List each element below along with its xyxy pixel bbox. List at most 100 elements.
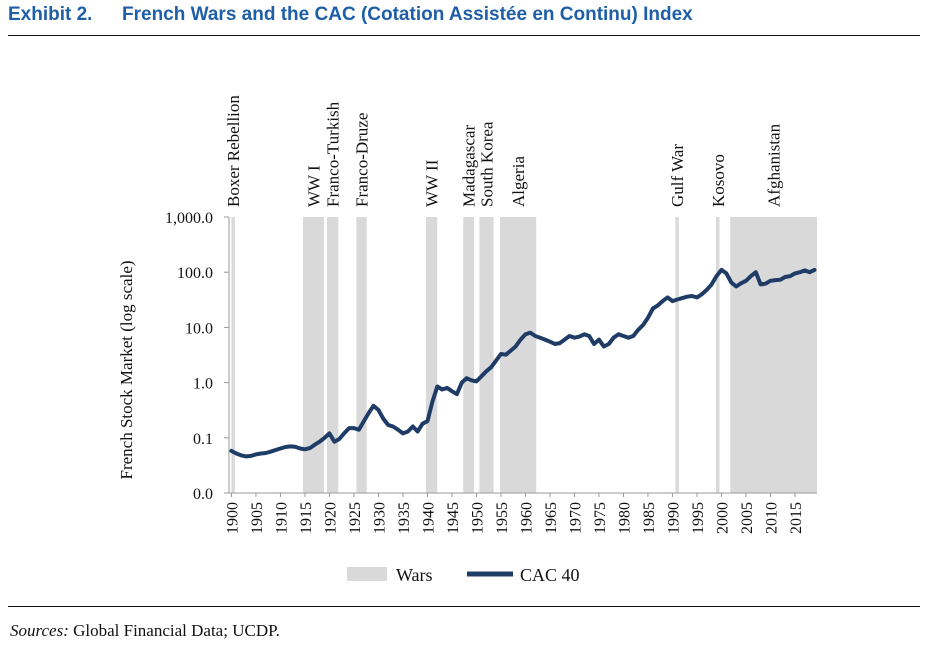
x-tick-label-3: 1915 [298,502,315,534]
cac-point-12 [288,444,292,448]
war-labels-layer: Boxer Rebellion WW I Franco-Turkish Franco-… [224,95,783,207]
cac-point-54 [494,359,498,363]
war-band-0 [231,217,235,493]
cac-point-13 [293,445,297,449]
cac-point-44 [445,386,449,390]
war-band-10 [730,217,817,493]
exhibit-label: Exhibit 2. [8,4,93,25]
cac-point-64 [543,338,547,342]
cac-point-102 [729,281,733,285]
cac-point-76 [602,345,606,349]
cac-point-105 [744,279,748,283]
cac-point-49 [470,378,474,382]
y-tick-label-5: 1,000.0 [165,210,213,227]
cac-point-38 [416,430,420,434]
cac-point-7 [264,451,268,455]
cac-point-10 [278,446,282,450]
x-tick-label-10: 1950 [469,502,486,534]
x-tick-label-4: 1920 [322,502,339,534]
cac-point-100 [719,268,723,272]
x-tick-label-16: 1980 [616,502,633,534]
x-tick-label-19: 1995 [690,502,707,534]
bottom-rule [8,606,920,607]
cac-point-75 [597,338,601,342]
war-label-10: Afghanistan [765,123,784,207]
sources-text: Global Financial Data; UCDP. [68,621,280,640]
war-label-4: WW II [423,159,442,207]
cac-point-69 [568,334,572,338]
cac-point-41 [430,400,434,404]
cac-point-8 [269,450,273,454]
x-tick-label-18: 1990 [665,502,682,534]
y-tick-label-1: 0.1 [193,431,213,448]
cac-point-39 [421,422,425,426]
cac-point-86 [651,306,655,310]
legend-cac-label: CAC 40 [520,565,580,585]
cac-point-53 [489,365,493,369]
x-tick-label-8: 1940 [420,502,437,534]
cac-point-80 [621,334,625,338]
cac-point-2 [239,453,243,457]
war-label-8: Gulf War [668,144,687,207]
cac-point-62 [533,334,537,338]
cac-point-111 [773,278,777,282]
cac-point-88 [661,299,665,303]
cac-point-78 [612,336,616,340]
legend-wars-swatch [347,567,387,581]
cac-point-9 [274,448,278,452]
cac-point-113 [783,275,787,279]
cac-point-107 [754,270,758,274]
cac-point-52 [484,369,488,373]
chart-svg: Boxer Rebellion WW I Franco-Turkish Franco-… [117,95,817,585]
war-label-7: Algeria [509,156,528,207]
cac-point-83 [636,328,640,332]
cac-point-46 [455,392,459,396]
cac-point-81 [626,336,630,340]
cac-point-50 [474,379,478,383]
cac-point-67 [558,341,562,345]
war-band-9 [716,217,720,493]
cac-point-29 [372,404,376,408]
war-band-6 [479,217,494,493]
cac-point-106 [749,274,753,278]
war-band-3 [356,217,367,493]
x-tick-label-17: 1985 [641,502,658,534]
cac-point-15 [303,447,307,451]
cac-point-101 [724,271,728,275]
cac-point-74 [592,342,596,346]
y-tick-label-0: 0.0 [193,486,213,503]
cac-point-60 [523,332,527,336]
cac-point-94 [690,294,694,298]
cac-point-55 [499,352,503,356]
wars-layer [231,217,817,493]
x-tick-label-13: 1965 [543,502,560,534]
x-tick-label-20: 2000 [714,502,731,534]
cac-point-115 [793,271,797,275]
cac-point-22 [337,437,341,441]
cac-point-68 [563,338,567,342]
x-tick-label-1: 1905 [249,502,266,534]
cac-point-63 [538,336,542,340]
war-label-0: Boxer Rebellion [224,95,243,207]
cac-point-26 [357,428,361,432]
series-layer [229,267,817,459]
cac-point-47 [460,381,464,385]
y-tick-label-4: 100.0 [177,265,213,282]
cac-point-0 [229,449,233,453]
cac-point-11 [283,445,287,449]
top-rule [8,35,920,36]
sources-note: Sources: Global Financial Data; UCDP. [10,621,280,641]
cac-point-6 [259,451,263,455]
cac-point-5 [254,452,258,456]
cac-point-85 [646,316,650,320]
cac-point-16 [308,446,312,450]
y-tick-label-2: 1.0 [193,376,213,393]
cac-point-1 [234,451,238,455]
cac-point-61 [528,331,532,335]
cac-point-112 [778,278,782,282]
cac-point-23 [342,431,346,435]
cac-point-37 [411,425,415,429]
cac-point-110 [768,279,772,283]
x-tick-label-22: 2010 [763,502,780,534]
cac-point-84 [641,323,645,327]
